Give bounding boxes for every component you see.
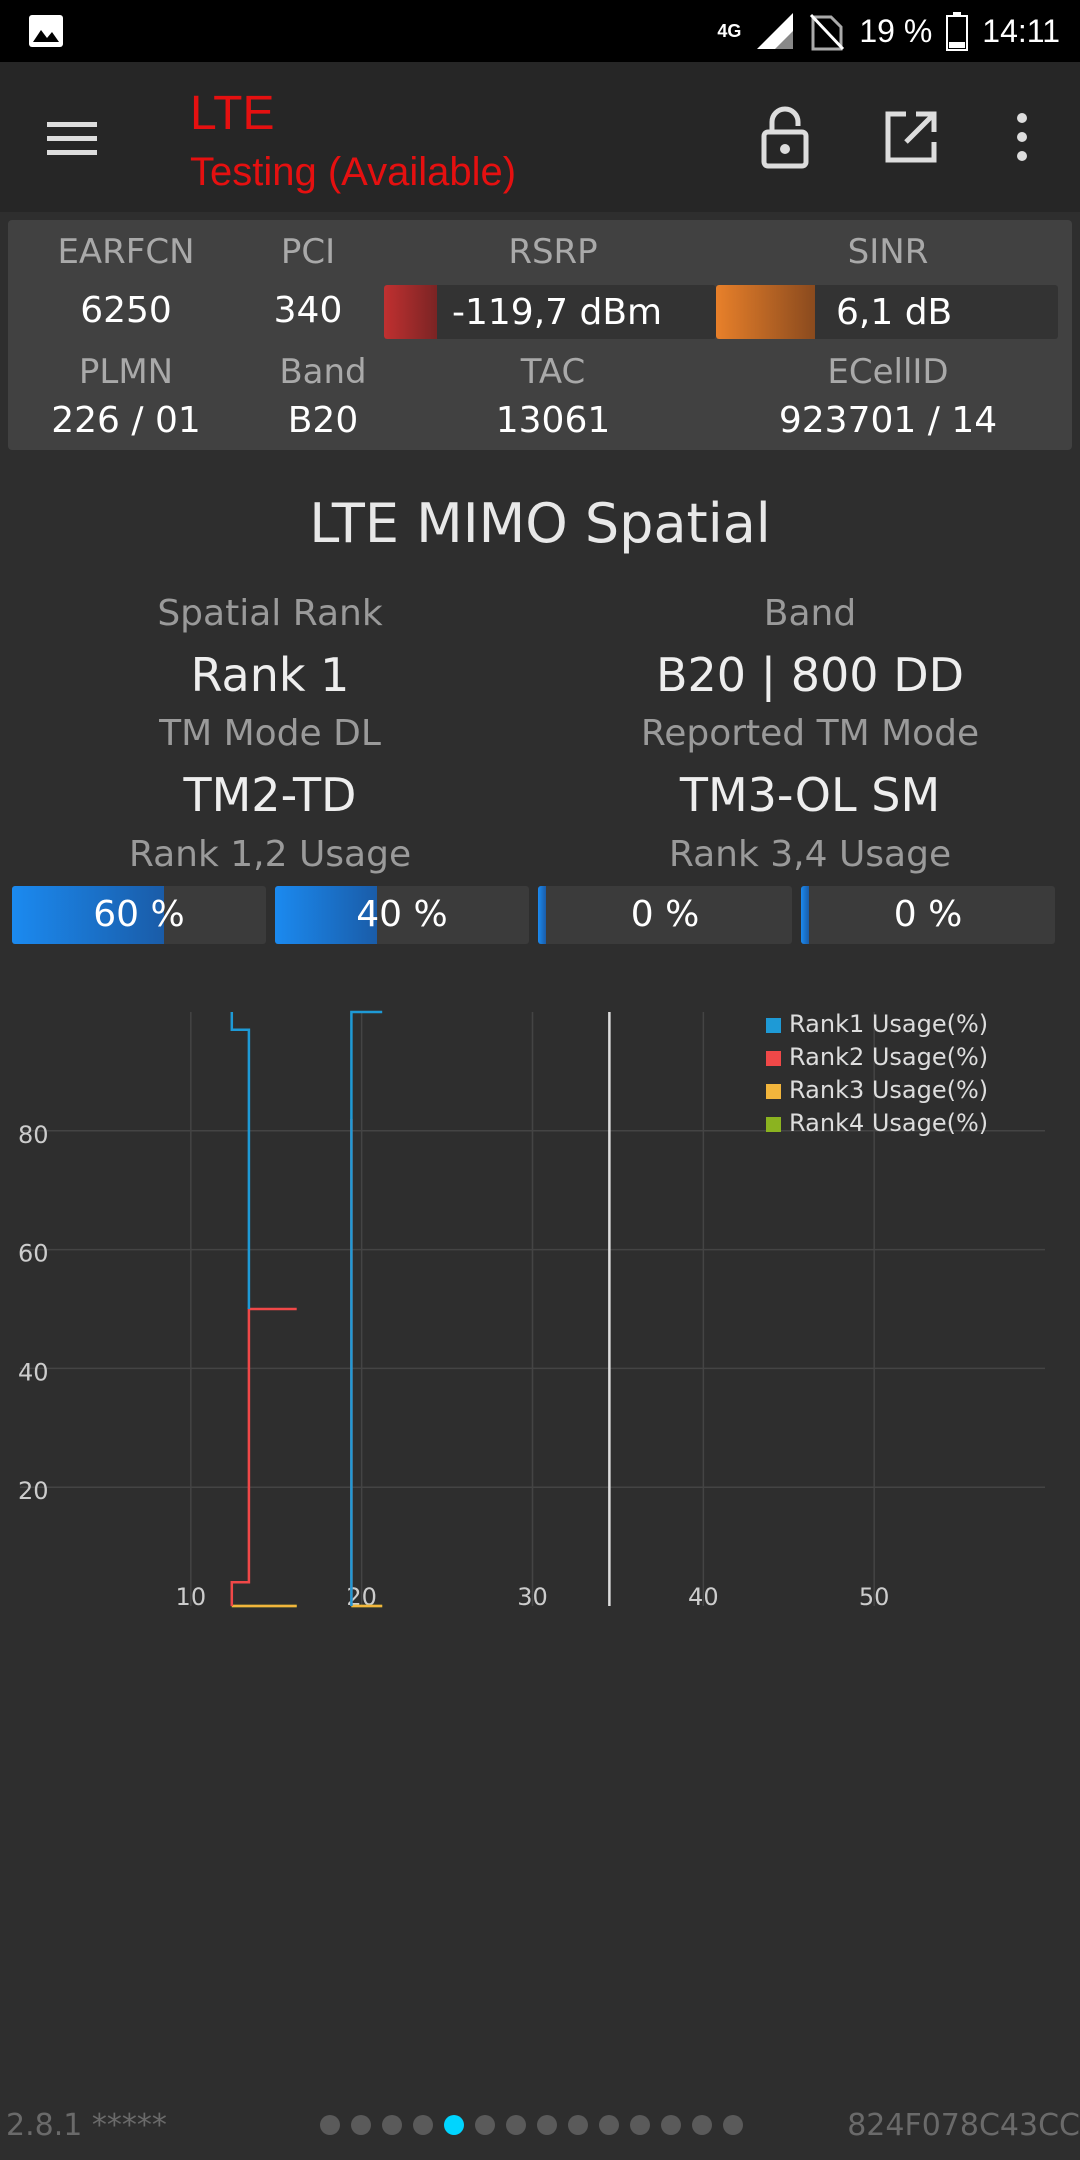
- pci-label: PCI: [280, 232, 336, 272]
- pci-value: 340: [273, 290, 343, 331]
- sinr-label: SINR: [847, 232, 929, 272]
- legend-label: Rank1 Usage(%): [789, 1010, 988, 1038]
- page-dot[interactable]: [351, 2115, 371, 2135]
- sinr-meter: 6,1 dB: [716, 285, 1058, 339]
- y-tick-label: 20: [18, 1477, 49, 1505]
- band-label: Band: [279, 352, 367, 392]
- rank4-usage-bar: 0 %: [801, 886, 1055, 944]
- plmn-label: PLMN: [78, 352, 174, 392]
- signal-icon: [757, 13, 794, 49]
- open-external-icon[interactable]: [876, 102, 946, 172]
- legend-swatch: [766, 1018, 781, 1033]
- page-dot[interactable]: [320, 2115, 340, 2135]
- tac-value: 13061: [495, 400, 611, 441]
- legend-label: Rank4 Usage(%): [789, 1109, 988, 1137]
- legend-label: Rank3 Usage(%): [789, 1076, 988, 1104]
- legend-label: Rank2 Usage(%): [789, 1043, 988, 1071]
- page-dot[interactable]: [723, 2115, 743, 2135]
- app-subtitle: Testing (Available): [190, 150, 517, 194]
- page-indicator: [320, 2115, 743, 2135]
- no-sim-icon: [810, 13, 845, 51]
- app-version: 2.8.1 *****: [6, 2108, 167, 2143]
- tm-mode-value: TM2-TD: [183, 768, 357, 822]
- spatial-rank-label: Spatial Rank: [157, 593, 383, 634]
- page-dot[interactable]: [692, 2115, 712, 2135]
- usage-value: 0 %: [630, 894, 700, 935]
- clock: 14:11: [982, 12, 1060, 49]
- more-options-icon[interactable]: [1002, 102, 1042, 172]
- rank12-usage-label: Rank 1,2 Usage: [128, 834, 412, 875]
- tac-label: TAC: [520, 352, 586, 392]
- menu-icon[interactable]: [42, 108, 102, 168]
- usage-value: 60 %: [93, 894, 185, 935]
- rank1-usage-bar: 60 %: [12, 886, 266, 944]
- legend-swatch: [766, 1084, 781, 1099]
- usage-value: 0 %: [893, 894, 963, 935]
- ecellid-value: 923701 / 14: [778, 400, 998, 441]
- page-dot[interactable]: [630, 2115, 650, 2135]
- page-dot[interactable]: [475, 2115, 495, 2135]
- legend-swatch: [766, 1051, 781, 1066]
- app-title: LTE: [190, 87, 275, 140]
- rank34-usage-label: Rank 3,4 Usage: [668, 834, 952, 875]
- series-line: [230, 1307, 297, 1606]
- page-dot[interactable]: [661, 2115, 681, 2135]
- status-bar: 4G 19 % 14:11: [0, 0, 1080, 62]
- x-tick-label: 30: [517, 1583, 548, 1611]
- page-dot[interactable]: [568, 2115, 588, 2135]
- rsrp-value: -119,7 dBm: [452, 292, 663, 333]
- rank2-usage-bar: 40 %: [275, 886, 529, 944]
- cell-info-panel: EARFCN PCI RSRP SINR 6250 340 -119,7 dBm…: [8, 220, 1072, 450]
- page-dot[interactable]: [382, 2115, 402, 2135]
- page-dot[interactable]: [444, 2115, 464, 2135]
- plmn-value: 226 / 01: [51, 400, 201, 441]
- page-dot[interactable]: [599, 2115, 619, 2135]
- usage-fill: [275, 886, 377, 944]
- page-dot[interactable]: [537, 2115, 557, 2135]
- battery-level: 19 %: [859, 12, 933, 49]
- section-title: LTE MIMO Spatial: [309, 492, 771, 555]
- x-tick-label: 40: [688, 1583, 719, 1611]
- band-value: B20: [287, 400, 359, 441]
- y-tick-label: 80: [18, 1121, 49, 1149]
- earfcn-value: 6250: [80, 290, 172, 331]
- battery-icon: [946, 12, 969, 51]
- usage-fill: [801, 886, 809, 944]
- series-line: [230, 1012, 251, 1309]
- page-dot[interactable]: [506, 2115, 526, 2135]
- rsrp-meter: -119,7 dBm: [384, 285, 716, 339]
- ecellid-label: ECellID: [827, 352, 949, 392]
- device-id: 824F078C43CC: [847, 2108, 1080, 2143]
- network-type: 4G: [717, 20, 742, 41]
- reported-tm-label: Reported TM Mode: [640, 713, 980, 754]
- x-tick-label: 10: [176, 1583, 207, 1611]
- usage-fill: [12, 886, 165, 944]
- page-dot[interactable]: [413, 2115, 433, 2135]
- rsrp-level-fill: [384, 285, 438, 339]
- x-tick-label: 50: [859, 1583, 890, 1611]
- app-bar: LTE Testing (Available): [0, 62, 1080, 212]
- sinr-level-fill: [716, 285, 816, 339]
- earfcn-label: EARFCN: [57, 232, 195, 272]
- mimo-band-value: B20 | 800 DD: [655, 648, 965, 702]
- mimo-band-label: Band: [763, 593, 857, 634]
- usage-fill: [538, 886, 546, 944]
- rank3-usage-bar: 0 %: [538, 886, 792, 944]
- series-line: [350, 1010, 383, 1606]
- y-tick-label: 60: [18, 1240, 49, 1268]
- legend-swatch: [766, 1117, 781, 1132]
- reported-tm-value: TM3-OL SM: [679, 768, 941, 822]
- lock-open-icon[interactable]: [750, 102, 820, 172]
- usage-value: 40 %: [356, 894, 448, 935]
- rsrp-label: RSRP: [508, 232, 598, 272]
- image-notification-icon: [29, 15, 63, 47]
- spatial-rank-value: Rank 1: [190, 648, 350, 702]
- y-tick-label: 40: [18, 1358, 49, 1386]
- sinr-value: 6,1 dB: [836, 292, 953, 333]
- tm-mode-label: TM Mode DL: [159, 713, 381, 754]
